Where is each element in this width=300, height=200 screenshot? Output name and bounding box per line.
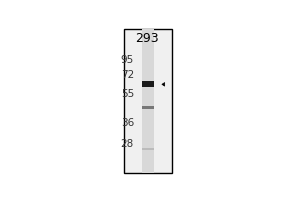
Bar [124,29,172,173]
Bar [142,106,154,109]
Text: 95: 95 [121,55,134,65]
Text: 55: 55 [121,89,134,99]
Text: 28: 28 [121,139,134,149]
Text: 293: 293 [135,32,159,45]
Polygon shape [162,83,165,86]
Bar [142,148,154,150]
Bar [142,29,154,173]
Text: 72: 72 [121,70,134,80]
Bar [142,81,154,87]
Text: 36: 36 [121,118,134,128]
